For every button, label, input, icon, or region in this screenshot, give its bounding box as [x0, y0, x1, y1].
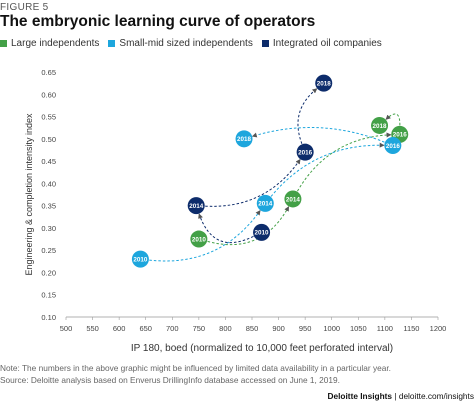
footer-url[interactable]: deloitte.com/insights — [398, 391, 474, 401]
y-tick-label: 0.25 — [41, 246, 56, 255]
data-point-label: 2018 — [237, 136, 252, 143]
x-axis-label: IP 180, boed (normalized to 10,000 feet … — [131, 343, 393, 354]
data-point-label: 2018 — [317, 80, 332, 87]
data-point-label: 2016 — [298, 149, 313, 156]
x-tick-label: 900 — [272, 324, 285, 333]
x-tick-label: 750 — [193, 324, 206, 333]
data-point-label: 2016 — [386, 143, 401, 150]
x-tick-label: 850 — [246, 324, 259, 333]
y-tick-label: 0.50 — [41, 135, 56, 144]
legend-item-small-mid-independents: Small-mid sized independents — [108, 38, 253, 49]
data-point-label: 2014 — [189, 203, 204, 210]
data-point — [187, 197, 205, 215]
trajectory-arrow — [251, 127, 385, 143]
y-tick-label: 0.65 — [41, 68, 56, 77]
footer-brand: Deloitte Insights — [327, 391, 393, 401]
scatter-chart: 500 550 600 650 700 750 800 850 900 950 1000 1050 11… — [24, 68, 446, 354]
footnotes: Note: The numbers in the above graphic m… — [0, 362, 474, 386]
axis-layer: 500 550 600 650 700 750 800 850 900 950 1000 1050 11… — [41, 68, 446, 333]
trajectory-arrow — [149, 210, 261, 262]
x-tick-label: 650 — [139, 324, 152, 333]
y-tick-label: 0.10 — [41, 313, 56, 322]
data-point — [384, 137, 402, 154]
y-tick-label: 0.30 — [41, 224, 56, 233]
data-point-label: 2014 — [258, 201, 273, 208]
y-tick-label: 0.45 — [41, 157, 56, 166]
footer-separator: | — [392, 391, 399, 401]
data-point — [253, 223, 271, 241]
data-point — [284, 190, 302, 208]
y-axis-label: Engineering & completion intensity index — [24, 113, 34, 276]
data-point-label: 2010 — [192, 236, 207, 243]
x-tick-label: 600 — [113, 324, 126, 333]
legend-swatch-small-mid-independents — [108, 40, 116, 47]
y-tick-label: 0.15 — [41, 291, 56, 300]
source-text: Source: Deloitte analysis based on Enver… — [0, 375, 340, 385]
data-point-label: 2010 — [133, 256, 148, 263]
trajectory-arrow — [207, 206, 290, 246]
data-point — [296, 143, 314, 161]
footer-credit: Deloitte Insights | deloitte.com/insight… — [328, 391, 474, 401]
legend-item-large-independents: Large independents — [0, 38, 99, 49]
legend-label-integrated-oil-companies: Integrated oil companies — [272, 38, 382, 49]
data-point — [371, 116, 389, 134]
data-point-label: 2014 — [286, 196, 301, 203]
x-tick-label: 1100 — [377, 324, 393, 333]
trajectory-arrow — [385, 113, 401, 126]
figure-label: FIGURE 5 — [0, 2, 49, 13]
y-tick-label: 0.40 — [41, 179, 56, 188]
note-text: Note: The numbers in the above graphic m… — [0, 363, 391, 373]
data-point — [235, 130, 253, 148]
chart-title: The embryonic learning curve of operator… — [0, 13, 316, 30]
trajectory-arrow — [297, 132, 392, 192]
y-tick-label: 0.55 — [41, 113, 56, 122]
legend-label-large-independents: Large independents — [11, 38, 100, 49]
legend-label-small-mid-independents: Small-mid sized independents — [119, 38, 253, 49]
x-tick-label: 950 — [299, 324, 312, 333]
x-tick-label: 1200 — [430, 324, 447, 333]
legend-swatch-integrated-oil-companies — [261, 40, 269, 47]
data-point — [131, 250, 149, 268]
x-tick-label: 1000 — [323, 324, 340, 333]
x-tick-label: 700 — [166, 324, 179, 333]
x-tick-label: 800 — [219, 324, 232, 333]
point-layer: 2010 2014 2016 2018 2010 2014 2016 2018 2010 2014… — [131, 74, 409, 268]
trajectory-arrow — [270, 142, 385, 197]
data-point-label: 2018 — [373, 123, 388, 130]
x-tick-label: 1150 — [403, 324, 419, 333]
legend-swatch-large-independents — [0, 40, 7, 47]
data-point — [256, 194, 274, 212]
trajectory-arrow — [205, 158, 301, 207]
trajectory-layer — [149, 88, 401, 262]
y-tick-label: 0.35 — [41, 202, 56, 211]
y-tick-label: 0.20 — [41, 268, 56, 277]
data-point-label: 2010 — [255, 230, 270, 237]
x-tick-label: 1050 — [350, 324, 367, 333]
y-tick-label: 0.60 — [41, 90, 56, 99]
legend-item-integrated-oil-companies: Integrated oil companies — [261, 38, 382, 49]
x-tick-label: 500 — [60, 324, 73, 333]
data-point — [315, 74, 333, 92]
x-tick-label: 550 — [86, 324, 99, 333]
legend: Large independents Small-mid sized indep… — [0, 38, 382, 49]
data-point-label: 2016 — [393, 132, 408, 139]
data-point — [190, 230, 208, 248]
trajectory-arrow — [297, 88, 318, 144]
